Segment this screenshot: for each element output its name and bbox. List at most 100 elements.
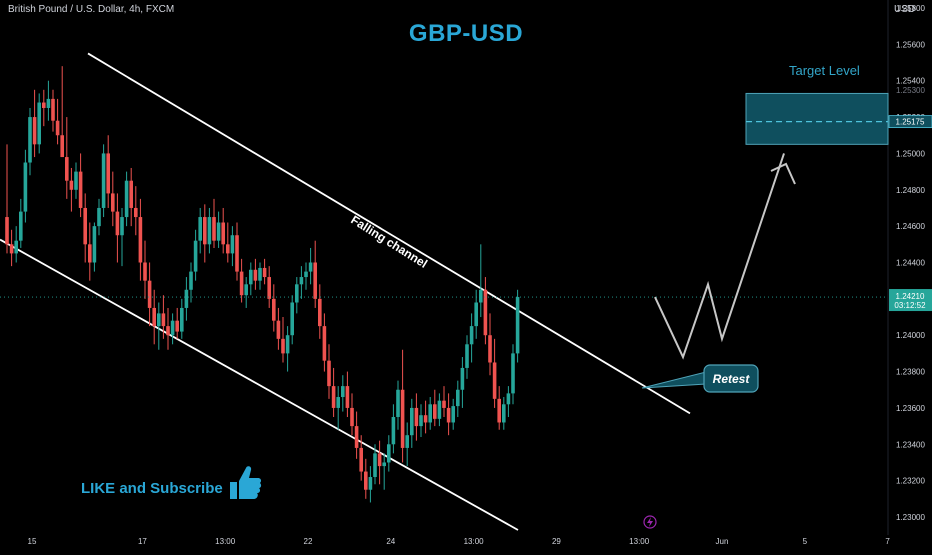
candle-body [134,207,138,218]
x-tick-label: 13:00 [215,537,236,546]
candle-body [92,226,97,263]
candle-body [14,240,18,254]
y-tick-label: 1.23200 [896,477,925,486]
candle-body [354,426,359,448]
candle-body [147,280,152,308]
candle-body [281,338,285,354]
x-tick-label: 15 [28,537,37,546]
target-zone [745,92,889,145]
candle-body [299,277,304,285]
lightning-icon [643,515,657,529]
candle-body [32,117,37,145]
retest-box [703,364,759,393]
target-price-badge [888,115,932,129]
candle-body [138,217,143,263]
candle-body [249,269,253,285]
currency-label: USD [894,4,916,15]
y-tick-label: 1.23800 [896,368,925,377]
candle-body [327,360,331,387]
candle-body [226,244,230,254]
candle-body [359,447,363,472]
candle-body [410,407,414,436]
candle-body [479,289,483,303]
candle-body [37,102,41,145]
candle-body [313,262,317,299]
candle-body [391,417,396,445]
candle-body [456,389,460,407]
candle-body [106,153,110,194]
candle-body [19,211,23,241]
candle-body [216,222,221,241]
falling-channel-label: Falling channel [348,213,430,271]
candle-body [423,415,428,423]
candle-body [23,162,28,212]
candle-body [180,307,184,332]
y-tick-label: 1.25800 [896,4,925,13]
candle-body [120,217,124,236]
candle-body [74,171,78,190]
like-subscribe-text: LIKE and Subscribe [81,480,223,497]
y-tick-label: 1.24800 [896,186,925,195]
chart-title: GBP-USD [408,20,524,47]
candle-body [318,298,322,327]
candle-body [83,207,87,245]
candle-body [28,117,32,163]
candle-body [322,326,327,361]
candle-body [308,262,313,272]
candle-body [511,353,515,394]
candle-body [446,407,451,423]
candle-body [451,406,455,423]
candle-body [396,389,400,418]
projection-arrowhead [770,162,796,185]
candle-body [506,393,511,405]
candle-body [170,320,175,336]
candle-body [285,335,290,354]
candle-body [295,284,299,303]
candle-body [483,289,488,336]
candle-body [290,302,294,336]
x-tick-label: 29 [552,537,561,546]
candle-body [198,217,202,241]
current-price-badge [889,289,932,312]
candle-body [235,235,239,272]
candle-body [336,397,340,408]
candle-body [368,477,373,490]
current-price-label: 1.24210 [896,292,925,301]
candle-body [382,462,386,467]
x-tick-label: 13:00 [629,537,650,546]
candle-body [442,400,446,408]
candle-body [364,471,368,490]
candle-body [239,271,244,296]
candle-body [428,404,432,423]
target-price-label: 1.25175 [896,118,925,127]
candle-body [405,435,409,448]
candle-body [46,98,51,108]
y-tick-label: 1.24400 [896,259,925,268]
candle-body [129,180,133,208]
candle-body [474,302,478,327]
candle-body [258,267,262,281]
candle-body [97,207,101,227]
candle-body [9,244,14,254]
candle-body [207,217,212,245]
retest-pointer [641,371,707,389]
candle-body [272,298,276,321]
x-tick-label: 7 [885,537,890,546]
channel-upper-line [87,52,691,415]
candle-body [193,240,198,272]
candle-body [42,102,46,108]
candle-body [161,313,166,327]
candle-body [469,326,474,345]
y-tick-label: 1.23600 [896,404,925,413]
x-tick-label: Jun [716,537,729,546]
x-tick-label: 24 [386,537,395,546]
candle-body [341,386,345,398]
candle-body [189,271,193,290]
candle-body [433,404,437,419]
thumbs-up-icon [230,466,262,499]
y-tick-label: 1.24000 [896,331,925,340]
candle-body [203,217,207,245]
candle-body [373,453,377,478]
